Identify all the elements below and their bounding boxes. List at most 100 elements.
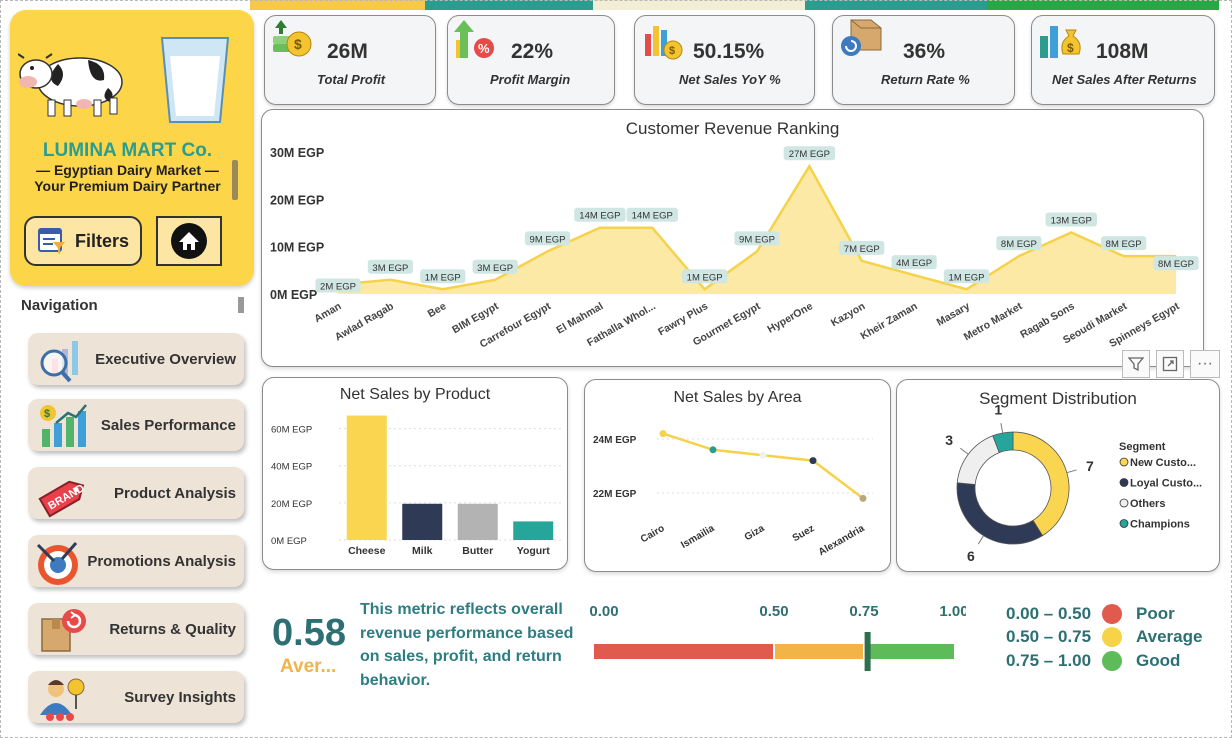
bar xyxy=(513,521,554,540)
navigation-title: Navigation xyxy=(21,297,98,314)
bar xyxy=(402,503,443,540)
leader-line xyxy=(1000,423,1004,434)
data-label-bg xyxy=(524,231,571,246)
filters-button[interactable]: Filters xyxy=(24,216,142,266)
donut-slice xyxy=(992,431,1014,454)
bar xyxy=(457,503,498,540)
data-label: 3M EGP xyxy=(477,263,513,274)
customer-revenue-panel[interactable]: Customer Revenue Ranking 0M EGP 10M EGP 20… xyxy=(261,109,1204,367)
data-label: 13M EGP xyxy=(1051,215,1092,226)
magnifier-chart-icon xyxy=(40,341,78,383)
x-tick-label: Butter xyxy=(462,545,493,557)
more-options-icon[interactable]: ··· xyxy=(1190,350,1220,378)
data-label: 14M EGP xyxy=(579,211,620,222)
x-tick-label: Cairo xyxy=(639,523,667,545)
brand-card: LUMINA MART Co. — Egyptian Dairy Market … xyxy=(10,10,254,286)
top-strip-light xyxy=(593,0,805,10)
nav-promotions-analysis[interactable]: Promotions Analysis xyxy=(28,535,244,587)
kpi-label: Net Sales YoY % xyxy=(679,72,781,87)
y-tick-label: 20M EGP xyxy=(271,499,312,510)
data-label-bg xyxy=(943,269,990,284)
nav-product-analysis[interactable]: BRAND Product Analysis xyxy=(28,467,244,519)
data-label: 9M EGP xyxy=(739,234,775,245)
x-tick-label: Alexandria xyxy=(817,523,867,558)
x-tick-label: Ismailia xyxy=(679,523,717,551)
data-label: 3M EGP xyxy=(372,263,408,274)
nav-sales-performance[interactable]: $ Sales Performance xyxy=(28,399,244,451)
tagline-scrollbar[interactable] xyxy=(232,160,238,200)
gauge-tick-label: 1.00 xyxy=(939,603,966,620)
segment-distribution-chart[interactable]: 7 6 3 1 Segment New Custo... Loyal Custo... Oth… xyxy=(897,380,1219,570)
kpi-total-profit[interactable]: $ 26M Total Profit xyxy=(264,15,436,105)
cow-icon xyxy=(18,53,123,117)
svg-text:$: $ xyxy=(294,36,302,52)
x-tick-label: Cheese xyxy=(348,545,386,557)
kpi-net-sales-after-returns[interactable]: $ 108M Net Sales After Returns xyxy=(1031,15,1215,105)
kpi-label: Net Sales After Returns xyxy=(1052,72,1197,87)
data-label-bg xyxy=(1101,236,1147,251)
legend-dot xyxy=(1102,651,1122,671)
data-label: 9M EGP xyxy=(530,234,566,245)
y-tick-label: 22M EGP xyxy=(593,489,637,500)
legend-marker xyxy=(1119,478,1129,487)
legend-dot xyxy=(1102,604,1122,624)
svg-text:$: $ xyxy=(669,45,675,57)
x-tick-label: Giza xyxy=(743,523,767,543)
nav-label-product-analysis: Product Analysis xyxy=(114,484,236,502)
legend-range: 0.00 – 0.50 xyxy=(1006,604,1092,623)
leader-line xyxy=(977,535,984,545)
data-label-bg xyxy=(315,278,361,293)
brand-tag-icon: BRAND xyxy=(38,480,87,518)
data-label-bg xyxy=(1153,256,1199,271)
slice-value: 7 xyxy=(1086,458,1094,474)
data-label: 8M EGP xyxy=(1158,259,1194,270)
nav-survey-insights[interactable]: Survey Insights xyxy=(28,671,244,723)
y-tick-label: 10M EGP xyxy=(270,241,324,255)
donut-slice xyxy=(1012,431,1070,537)
chart-title: Net Sales by Product xyxy=(339,386,491,403)
customer-revenue-chart[interactable]: 0M EGP 10M EGP 20M EGP 30M EGP 2M EGP Aman 3M … xyxy=(262,110,1202,365)
gauge-legend-good: 0.75 – 1.00 Good xyxy=(1006,650,1180,672)
data-point xyxy=(659,430,667,438)
focus-mode-icon[interactable] xyxy=(1156,350,1184,378)
y-tick-label: 0M EGP xyxy=(270,288,317,302)
net-sales-product-panel[interactable]: Net Sales by Product 0M EGP 20M EGP 40M EG… xyxy=(262,377,568,570)
donut-slice xyxy=(956,435,1000,485)
gauge-legend-poor: 0.00 – 0.50 Poor xyxy=(1006,603,1175,625)
home-button[interactable] xyxy=(156,216,222,266)
data-label: 7M EGP xyxy=(844,244,880,255)
legend-range: 0.50 – 0.75 xyxy=(1006,627,1092,646)
survey-person-icon xyxy=(40,678,85,721)
navigation-scrollbar[interactable] xyxy=(238,297,244,313)
nav-returns-quality[interactable]: Returns & Quality xyxy=(28,603,244,655)
data-point xyxy=(859,494,867,502)
segment-distribution-panel[interactable]: Segment Distribution 7 6 3 1 Segment New Cust… xyxy=(896,379,1220,572)
data-label-bg xyxy=(472,259,518,274)
kpi-value: 108M xyxy=(1096,40,1149,63)
data-label: 4M EGP xyxy=(896,258,932,269)
legend-label: Loyal Custo... xyxy=(1130,478,1202,490)
nav-label-survey-insights: Survey Insights xyxy=(124,688,236,706)
data-label-bg xyxy=(996,236,1042,251)
nav-executive-overview[interactable]: Executive Overview xyxy=(28,333,244,385)
chart-title: Segment Distribution xyxy=(979,389,1137,408)
kpi-net-sales-yoy[interactable]: $ 50.15% Net Sales YoY % xyxy=(634,15,815,105)
legend-marker xyxy=(1119,498,1129,508)
brand-tagline-1: — Egyptian Dairy Market — xyxy=(36,162,219,178)
net-sales-area-panel[interactable]: Net Sales by Area 22M EGP 24M EGP Cairo Ism… xyxy=(584,379,891,572)
data-label-bg xyxy=(1045,212,1097,227)
bar-coin-icon: $ xyxy=(645,26,683,60)
legend-marker xyxy=(1119,519,1129,528)
net-sales-area-chart[interactable]: 22M EGP 24M EGP Cairo Ismailia Giza Suez Alexa… xyxy=(585,380,889,570)
milk-glass-icon xyxy=(160,37,230,123)
legend-label: Good xyxy=(1136,651,1181,670)
kpi-value: 36% xyxy=(903,40,946,63)
net-sales-product-chart[interactable]: 0M EGP 20M EGP 40M EGP 60M EGP Cheese Milk But… xyxy=(263,378,567,568)
data-label-bg xyxy=(574,207,626,222)
return-box-icon xyxy=(41,609,86,652)
x-tick-label: Milk xyxy=(412,545,433,557)
kpi-profit-margin[interactable]: % 22% Profit Margin xyxy=(447,15,615,105)
y-tick-label: 40M EGP xyxy=(271,462,312,473)
filter-icon[interactable] xyxy=(1122,350,1150,378)
kpi-return-rate[interactable]: 36% Return Rate % xyxy=(832,15,1015,105)
